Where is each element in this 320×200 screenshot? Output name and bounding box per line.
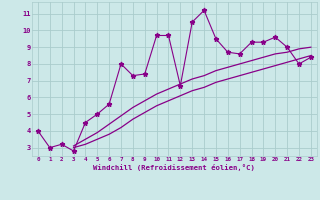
X-axis label: Windchill (Refroidissement éolien,°C): Windchill (Refroidissement éolien,°C): [93, 164, 255, 171]
